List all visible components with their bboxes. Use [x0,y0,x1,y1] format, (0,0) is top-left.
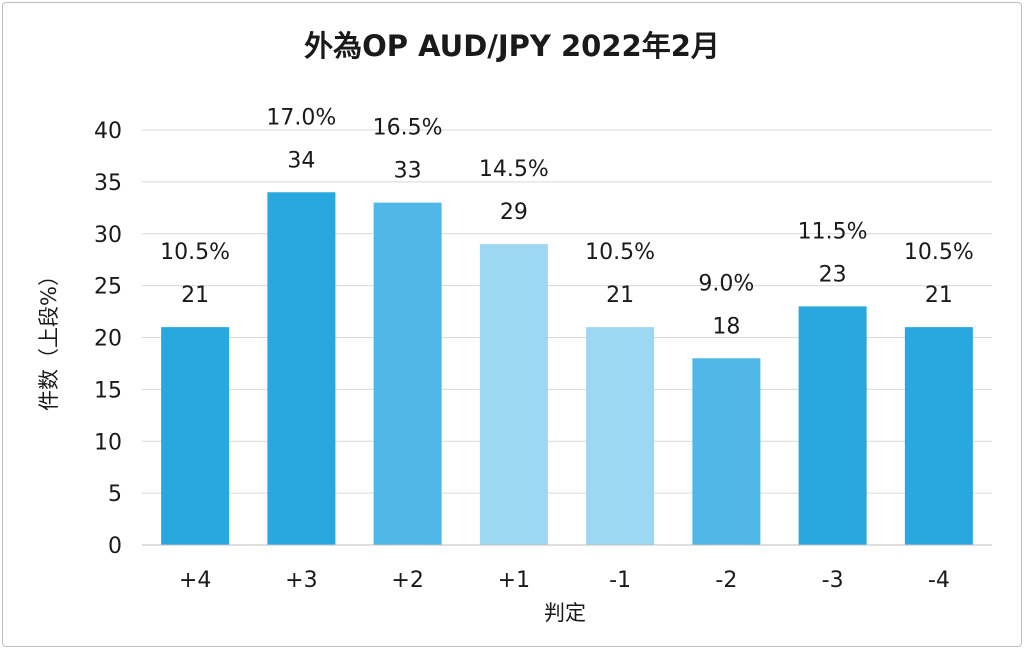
value-label: 33 [394,159,422,184]
percent-label: 10.5% [160,240,230,265]
x-tick-label: +2 [391,568,423,593]
value-label: 21 [606,283,634,308]
bar [373,202,442,545]
bar [161,327,230,545]
bar [798,306,867,545]
value-label: 18 [712,314,740,339]
percent-label: 10.5% [904,240,974,265]
y-tick-label: 5 [108,482,122,507]
percent-label: 10.5% [585,240,655,265]
value-label: 29 [500,200,528,225]
y-tick-label: 40 [94,119,122,144]
percent-label: 11.5% [798,219,868,244]
x-tick-label: -4 [928,568,950,593]
y-tick-label: 30 [94,223,122,248]
x-tick-label: +3 [285,568,317,593]
x-tick-label: -2 [715,568,737,593]
y-tick-label: 0 [108,534,122,559]
bar [692,358,761,545]
y-tick-label: 10 [94,430,122,455]
value-label: 34 [287,148,315,173]
x-tick-label: -3 [822,568,844,593]
value-label: 21 [181,283,209,308]
value-label: 23 [819,262,847,287]
bar [267,192,336,545]
chart-title: 外為OP AUD/JPY 2022年2月 [304,29,720,63]
bar [904,327,973,545]
percent-label: 16.5% [373,116,443,141]
y-tick-label: 20 [94,327,122,352]
bar [479,244,548,545]
y-tick-label: 15 [94,378,122,403]
percent-label: 17.0% [266,105,336,130]
axes: 0 5 10 15 20 25 30 35 40 +4 +3 +2 +1 -1 -2 -3 -4 [94,119,992,593]
y-axis-title: 件数（上段%） [37,265,61,411]
x-axis-title: 判定 [544,601,586,625]
x-tick-label: -1 [609,568,631,593]
y-tick-label: 25 [94,275,122,300]
percent-label: 14.5% [479,157,549,182]
data-labels: 21 10.5% 34 17.0% 33 16.5% 29 14.5% 21 10.5% 18 9.0… [160,105,974,339]
x-tick-label: +4 [179,568,211,593]
percent-label: 9.0% [698,271,754,296]
x-tick-label: +1 [498,568,530,593]
y-tick-label: 35 [94,171,122,196]
bars [161,192,973,545]
bar [586,327,655,545]
value-label: 21 [925,283,953,308]
